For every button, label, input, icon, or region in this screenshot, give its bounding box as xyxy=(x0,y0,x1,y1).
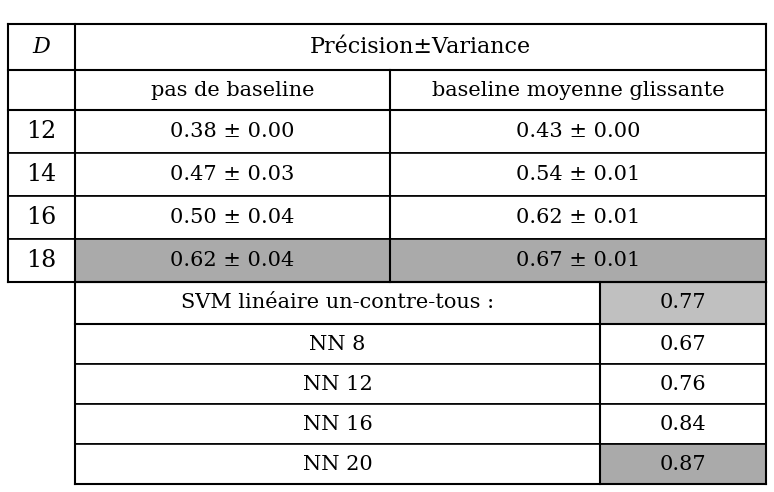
Text: D: D xyxy=(33,36,50,58)
Text: 0.47 ± 0.03: 0.47 ± 0.03 xyxy=(170,165,295,184)
Text: 0.76: 0.76 xyxy=(659,374,707,394)
Bar xyxy=(600,444,766,484)
Bar xyxy=(8,153,75,196)
Bar xyxy=(75,444,600,484)
Bar xyxy=(75,364,600,404)
Bar xyxy=(390,239,766,282)
Text: NN 16: NN 16 xyxy=(303,414,372,433)
Bar xyxy=(8,110,75,153)
Bar xyxy=(600,282,766,324)
Bar xyxy=(75,70,390,110)
Text: 0.38 ± 0.00: 0.38 ± 0.00 xyxy=(170,122,295,141)
Bar xyxy=(8,239,75,282)
Text: 12: 12 xyxy=(26,120,57,143)
Text: 0.54 ± 0.01: 0.54 ± 0.01 xyxy=(515,165,640,184)
Bar xyxy=(600,364,766,404)
Text: NN 12: NN 12 xyxy=(303,374,372,394)
Text: NN 8: NN 8 xyxy=(310,335,365,353)
Text: NN 20: NN 20 xyxy=(303,455,372,473)
Text: 0.62 ± 0.04: 0.62 ± 0.04 xyxy=(170,251,295,270)
Text: baseline moyenne glissante: baseline moyenne glissante xyxy=(432,81,724,99)
Bar xyxy=(75,239,390,282)
Bar xyxy=(8,70,75,110)
Bar xyxy=(390,70,766,110)
Text: 0.50 ± 0.04: 0.50 ± 0.04 xyxy=(170,208,295,227)
Text: 0.43 ± 0.00: 0.43 ± 0.00 xyxy=(515,122,640,141)
Text: 0.77: 0.77 xyxy=(659,294,707,312)
Text: 18: 18 xyxy=(26,249,57,272)
Text: 0.67: 0.67 xyxy=(659,335,707,353)
Bar xyxy=(75,153,390,196)
Text: 0.87: 0.87 xyxy=(659,455,707,473)
Bar xyxy=(8,24,75,70)
Text: 0.67 ± 0.01: 0.67 ± 0.01 xyxy=(515,251,640,270)
Bar xyxy=(8,196,75,239)
Bar xyxy=(75,404,600,444)
Text: 14: 14 xyxy=(26,163,57,186)
Text: SVM linéaire un-contre-tous :: SVM linéaire un-contre-tous : xyxy=(181,294,494,312)
Bar xyxy=(75,324,600,364)
Text: 0.62 ± 0.01: 0.62 ± 0.01 xyxy=(515,208,640,227)
Bar xyxy=(75,282,600,324)
Text: Précision±Variance: Précision±Variance xyxy=(310,36,531,58)
Bar xyxy=(75,24,766,70)
Bar xyxy=(75,196,390,239)
Bar xyxy=(390,110,766,153)
Bar xyxy=(390,153,766,196)
Text: pas de baseline: pas de baseline xyxy=(151,81,314,99)
Text: 16: 16 xyxy=(26,206,57,229)
Bar xyxy=(600,324,766,364)
Bar xyxy=(600,404,766,444)
Text: 0.84: 0.84 xyxy=(659,414,707,433)
Bar xyxy=(75,110,390,153)
Bar xyxy=(390,196,766,239)
